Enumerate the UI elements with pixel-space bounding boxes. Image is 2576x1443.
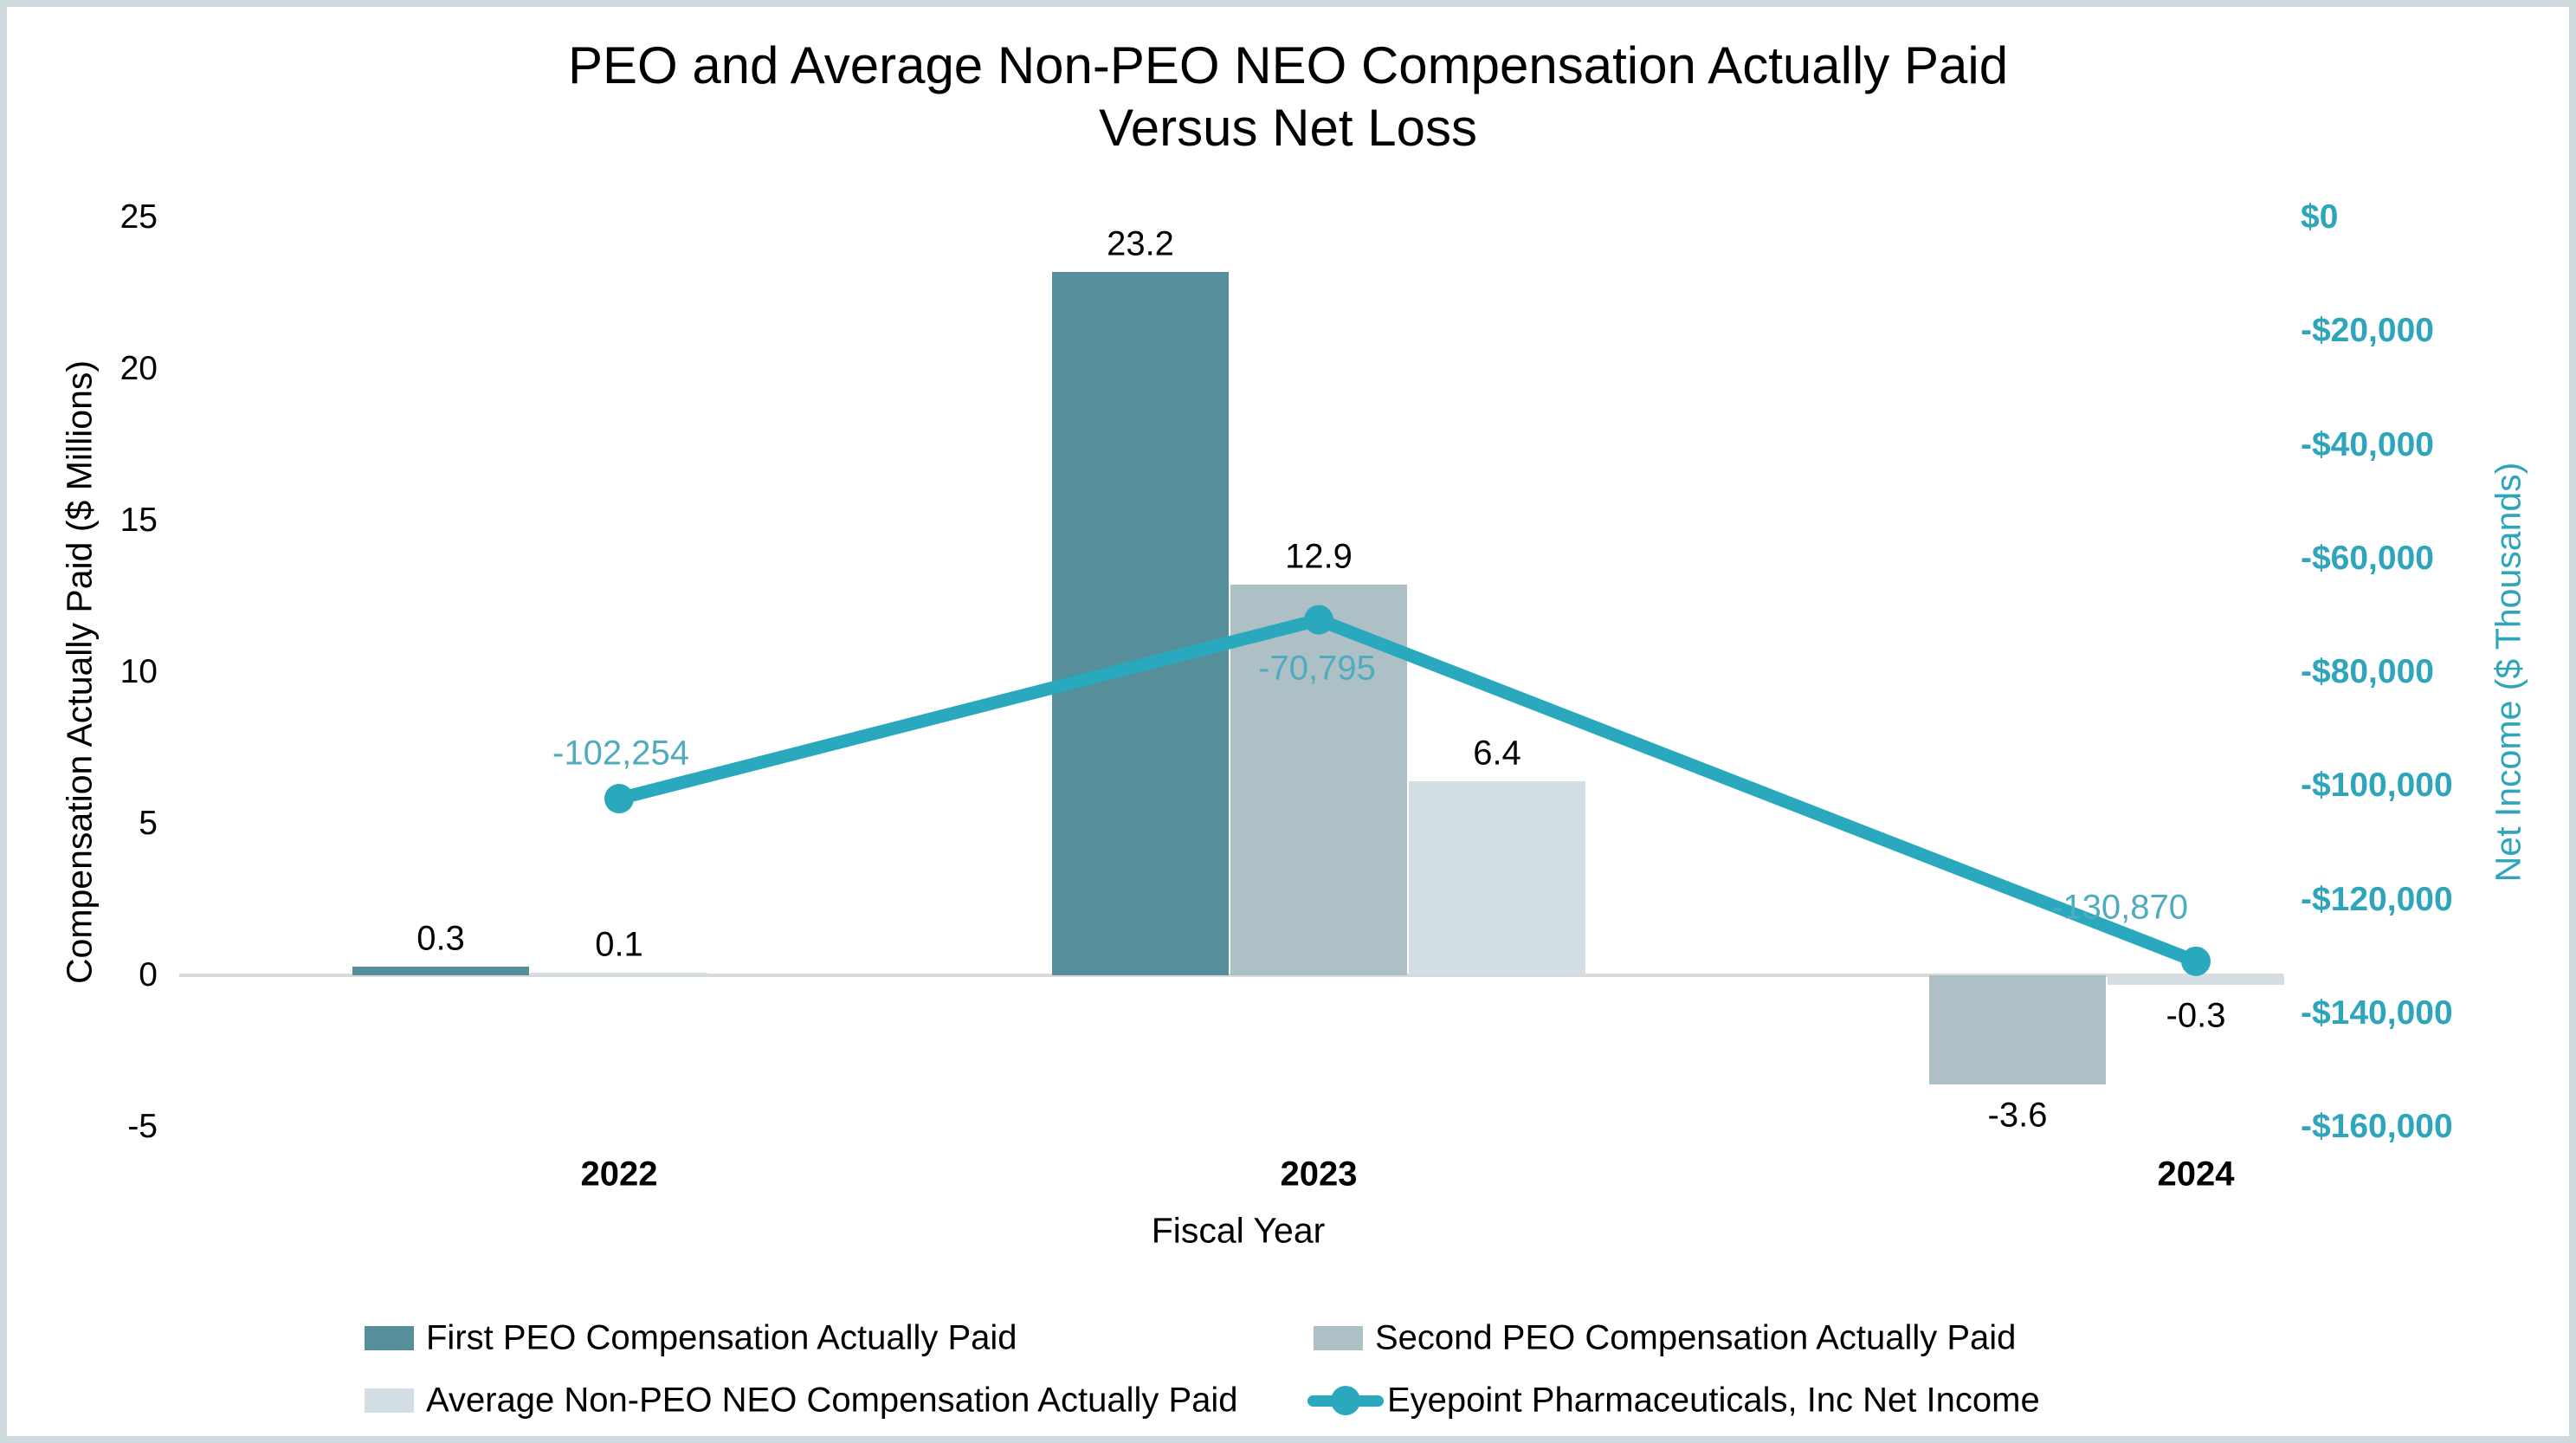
x-axis-title: Fiscal Year	[1151, 1210, 1326, 1251]
net-income-point-label: -102,254	[552, 734, 689, 773]
year-label-2022: 2022	[580, 1155, 658, 1194]
year-label-2024: 2024	[2157, 1155, 2235, 1194]
bar-avg-non-peo-neo-2022	[531, 972, 707, 975]
left-axis-tick: 10	[119, 653, 158, 690]
legend-swatch-second-peo	[1314, 1326, 1363, 1350]
right-axis-tick: -$20,000	[2301, 312, 2434, 350]
bar-label-avg-non-peo-neo-2023: 6.4	[1473, 734, 1521, 773]
bar-label-first-peo-2023: 23.2	[1107, 224, 1174, 263]
right-axis-tick: -$100,000	[2301, 767, 2453, 805]
left-axis-tick: 5	[139, 805, 158, 842]
bar-avg-non-peo-neo-2024	[2108, 975, 2284, 985]
bar-label-first-peo-2022: 0.3	[416, 919, 465, 957]
legend-swatch-first-peo	[365, 1326, 414, 1350]
bar-avg-non-peo-neo-2023	[1409, 781, 1585, 975]
net-income-point-label: -130,870	[2051, 888, 2188, 927]
bar-label-avg-non-peo-neo-2024: -0.3	[2166, 996, 2226, 1034]
bar-first-peo-2023	[1052, 272, 1229, 975]
legend-label-second-peo: Second PEO Compensation Actually Paid	[1375, 1318, 2017, 1357]
right-axis-tick: $0	[2301, 198, 2339, 236]
bar-first-peo-2022	[352, 966, 529, 975]
chart-title-line2: Versus Net Loss	[1099, 99, 1477, 157]
legend-line-dot	[1331, 1386, 1360, 1415]
chart-title: PEO and Average Non-PEO NEO Compensation…	[0, 35, 2576, 159]
net-income-line	[617, 613, 2198, 967]
legend-label-net-income: Eyepoint Pharmaceuticals, Inc Net Income	[1387, 1381, 2040, 1420]
right-axis-tick: -$120,000	[2301, 880, 2453, 918]
right-axis-tick: -$160,000	[2301, 1108, 2453, 1145]
right-axis-tick: -$60,000	[2301, 539, 2434, 577]
legend-label-avg-non-peo-neo: Average Non-PEO NEO Compensation Actuall…	[426, 1381, 1238, 1420]
legend-swatch-avg-non-peo-neo	[365, 1388, 414, 1413]
bar-second-peo-2023	[1230, 584, 1407, 975]
net-income-point	[604, 784, 634, 814]
left-axis-tick: 0	[139, 956, 158, 993]
chart-title-line1: PEO and Average Non-PEO NEO Compensation…	[567, 36, 2009, 94]
right-axis-tick: -$80,000	[2301, 653, 2434, 690]
bar-label-second-peo-2024: -3.6	[1987, 1096, 2048, 1135]
bar-label-avg-non-peo-neo-2022: 0.1	[595, 925, 643, 963]
left-axis-tick: 20	[119, 350, 158, 387]
year-label-2023: 2023	[1280, 1155, 1358, 1194]
bar-second-peo-2024	[1929, 975, 2106, 1084]
right-axis-tick: -$40,000	[2301, 425, 2434, 463]
net-income-point	[2181, 946, 2211, 976]
net-income-point-label: -70,795	[1258, 649, 1376, 688]
zero-gridline	[179, 974, 2283, 977]
right-axis-tick: -$140,000	[2301, 993, 2453, 1032]
left-axis-tick: -5	[127, 1108, 158, 1145]
bar-label-second-peo-2023: 12.9	[1285, 537, 1353, 575]
right-axis-title: Net Income ($ Thousands)	[2488, 462, 2528, 883]
left-axis-tick: 15	[119, 501, 158, 539]
left-axis-tick: 25	[119, 198, 158, 236]
legend-label-first-peo: First PEO Compensation Actually Paid	[426, 1318, 1017, 1357]
